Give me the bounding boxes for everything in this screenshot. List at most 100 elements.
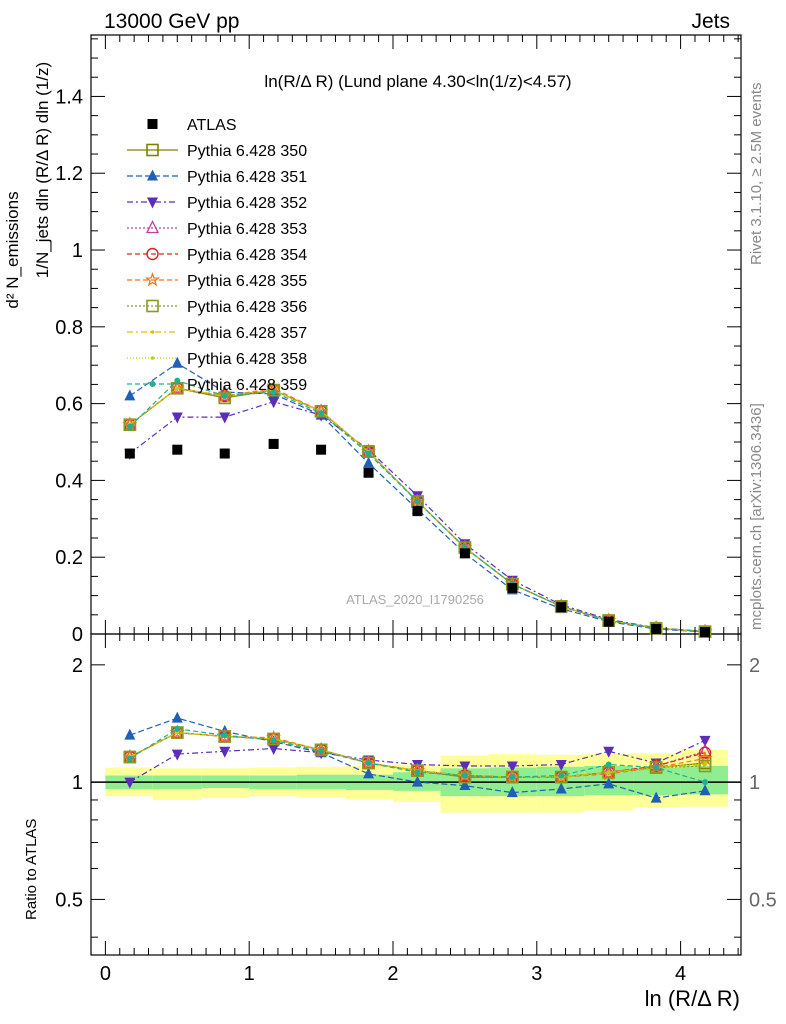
- legend-label: Pythia 6.428 357: [187, 325, 307, 342]
- legend-label: Pythia 6.428 358: [187, 351, 307, 368]
- atlas-point: [459, 548, 470, 559]
- ratio-y-tick-label: 0.5: [55, 889, 83, 911]
- atlas-point: [219, 448, 230, 459]
- y-tick-label: 0.2: [55, 547, 83, 569]
- ratio-point: [605, 761, 612, 768]
- ratio-point: [506, 761, 518, 773]
- ratio-point: [411, 764, 424, 777]
- legend-marker: [145, 220, 160, 234]
- ratio-point: [169, 724, 185, 740]
- ratio-point: [703, 761, 707, 765]
- ratio-point: [698, 746, 712, 759]
- ratio-point: [653, 764, 660, 771]
- series-point: [267, 383, 280, 397]
- ratio-point: [365, 759, 372, 766]
- atlas-point: [412, 506, 423, 517]
- ratio-point: [123, 750, 137, 764]
- x-tick-label: 2: [387, 963, 398, 985]
- ratio-y-tick-label: 2: [72, 655, 83, 677]
- ratio-point: [555, 782, 567, 794]
- atlas-point: [651, 624, 662, 635]
- atlas-point: [172, 444, 183, 455]
- y-axis-label-ratio: Ratio to ATLAS: [23, 819, 40, 920]
- series-359: [126, 377, 709, 786]
- ratio-point: [219, 746, 231, 758]
- ratio-point: [268, 743, 280, 755]
- atlas-point: [603, 616, 614, 627]
- ratio-point: [458, 770, 472, 784]
- y-tick-label: 0.6: [55, 394, 83, 416]
- legend-marker: [144, 272, 161, 287]
- ratio-point: [699, 735, 711, 747]
- ratio-point: [171, 749, 183, 761]
- axis-ticks: 0 1 2 3 4 0 0.2 0.4 0.6 0.8 1 1.2 1.4 0.5 0.5 1 1 2 2: [55, 35, 777, 985]
- legend-label: Pythia 6.428 352: [187, 195, 307, 212]
- series-point: [219, 412, 231, 424]
- legend-label: Pythia 6.428 355: [187, 273, 307, 290]
- ratio-point: [362, 756, 375, 770]
- series-point: [270, 389, 277, 396]
- legend-label: Pythia 6.428 351: [187, 169, 307, 186]
- ratio-point: [603, 746, 615, 758]
- ratio-frame: [90, 633, 742, 956]
- series-354: [123, 382, 712, 784]
- ratio-point: [699, 784, 711, 796]
- series-point: [414, 498, 421, 505]
- atlas-point: [700, 627, 711, 638]
- y-axis-label-main: d² N_emissions 1/N_jets dln (R/Δ R) dln …: [3, 62, 52, 309]
- ratio-point: [218, 730, 232, 743]
- legend-marker: [149, 381, 156, 387]
- ratio-point: [506, 786, 518, 798]
- legend-label: Pythia 6.428 356: [187, 299, 307, 316]
- ratio-point: [126, 755, 133, 762]
- axes-frames: [90, 34, 742, 956]
- ratio-point: [459, 779, 471, 791]
- atlas-data: [124, 438, 711, 638]
- ratio-point: [221, 732, 228, 739]
- legend-label: Pythia 6.428 359: [187, 377, 307, 394]
- series-353: [123, 380, 712, 783]
- legend-atlas-marker: [147, 119, 158, 129]
- legend-marker: [147, 197, 158, 209]
- legend-marker: [150, 330, 155, 334]
- header-left: 13000 GeV pp: [104, 10, 239, 33]
- ratio-point: [124, 777, 136, 789]
- header-right: Jets: [691, 10, 730, 33]
- series-point: [363, 456, 375, 468]
- legend-atlas-label: ATLAS: [187, 117, 237, 134]
- legend-marker: [146, 299, 159, 313]
- ratio-point: [603, 777, 615, 789]
- atlas-point: [268, 438, 279, 449]
- ratio-point: [170, 724, 184, 738]
- y-label-numerator: d² N_emissions: [3, 191, 22, 308]
- ratio-point: [509, 774, 516, 781]
- series-point: [362, 445, 375, 458]
- x-axis-label: ln (R/Δ R): [645, 986, 740, 1011]
- series-point: [124, 389, 136, 401]
- legend-marker: [146, 143, 159, 157]
- y-tick-label: 1: [72, 240, 83, 262]
- ratio-point: [270, 737, 277, 744]
- ratio-y-tick-label: 1: [72, 772, 83, 794]
- x-tick-label: 1: [244, 963, 255, 985]
- legend-label: Pythia 6.428 353: [187, 221, 307, 238]
- legend-marker: [150, 356, 155, 360]
- atlas-point: [316, 444, 327, 455]
- legend-label: Pythia 6.428 354: [187, 247, 307, 264]
- series-point: [171, 412, 183, 424]
- ratio-y-tick-label-right: 1: [749, 772, 760, 794]
- series-357: [128, 386, 707, 779]
- series-358: [128, 386, 707, 779]
- series-point: [218, 391, 232, 405]
- ratio-point: [606, 770, 611, 775]
- series-point: [221, 392, 228, 399]
- legend-marker: [147, 169, 158, 181]
- series-point: [123, 418, 137, 432]
- atlas-point: [507, 582, 518, 593]
- series-point: [174, 377, 181, 384]
- ratio-point: [414, 769, 421, 776]
- ratio-point: [553, 769, 569, 784]
- ratio-point: [411, 775, 423, 787]
- x-tick-label: 3: [531, 963, 542, 985]
